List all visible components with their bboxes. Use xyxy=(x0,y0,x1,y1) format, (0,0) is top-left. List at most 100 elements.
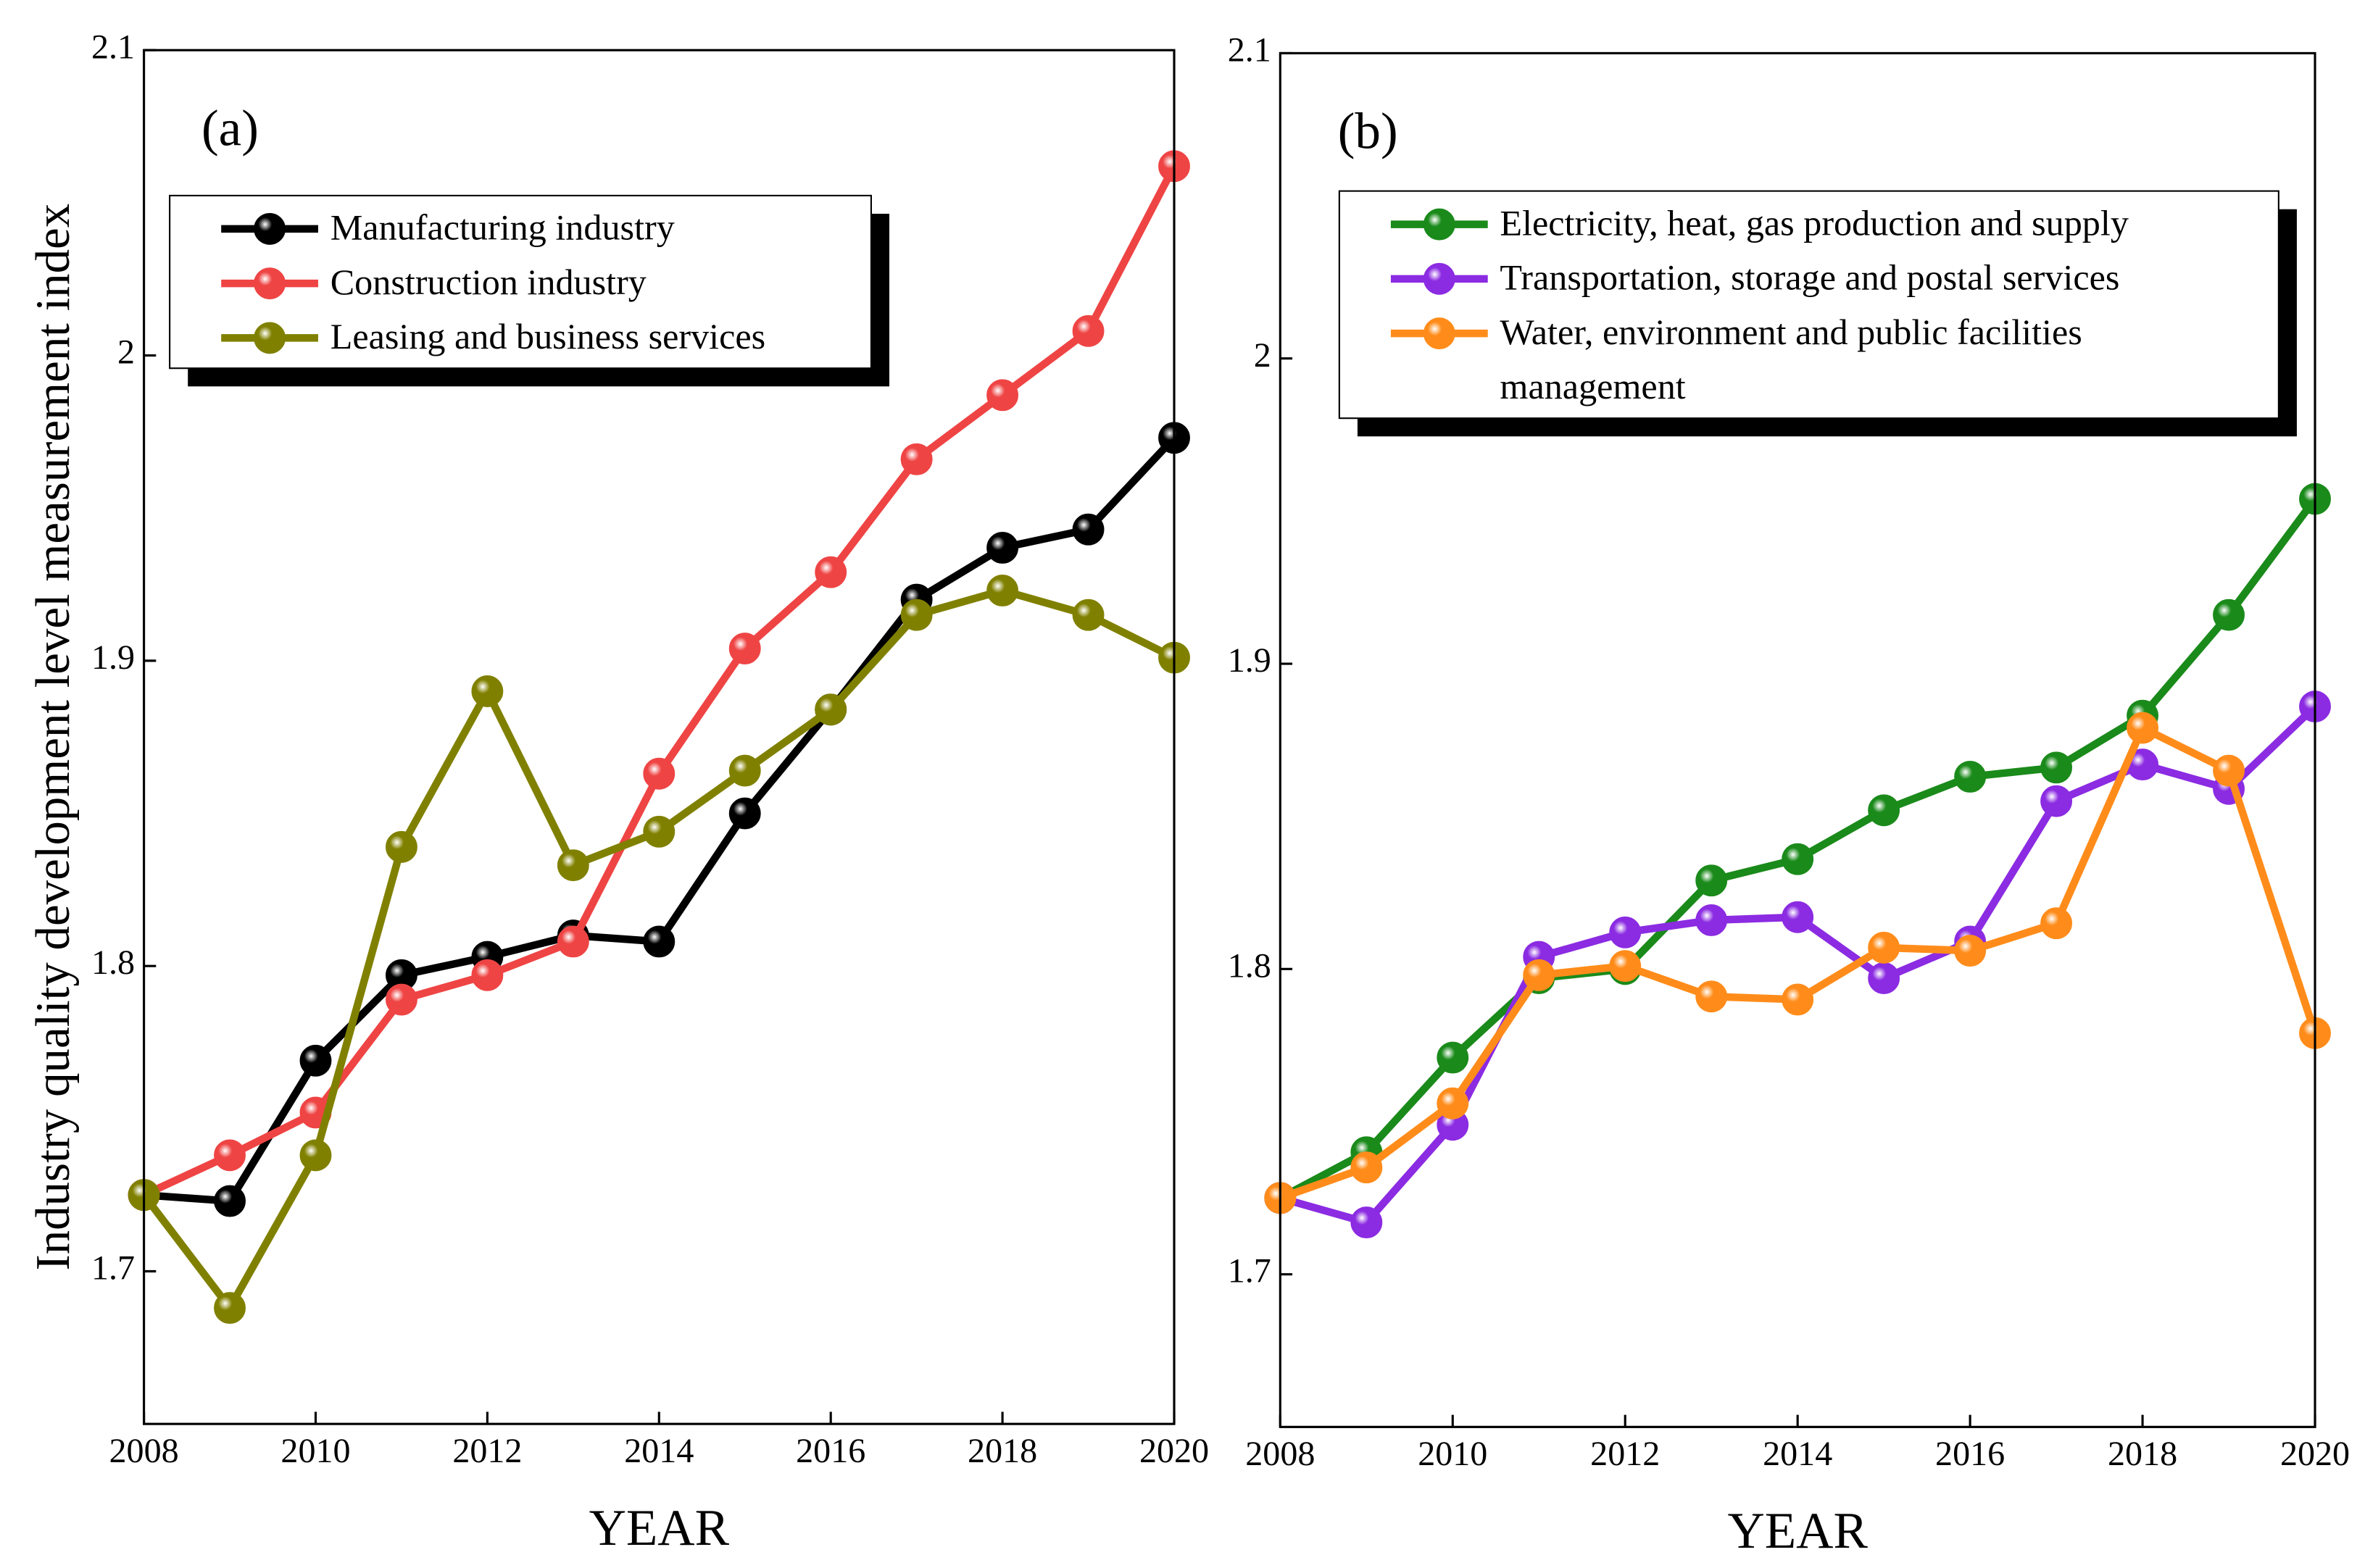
panel-label: (b) xyxy=(1338,104,1398,160)
y-tick-label: 2.1 xyxy=(1228,30,1271,69)
legend-label: Construction industry xyxy=(330,263,647,304)
series-line xyxy=(1279,704,2318,1227)
data-point xyxy=(557,849,589,882)
data-point xyxy=(1695,980,1728,1013)
data-point xyxy=(1868,931,1900,964)
data-point xyxy=(2213,599,2245,631)
x-axis-title: YEAR xyxy=(1727,1503,1868,1559)
legend-label: Leasing and business services xyxy=(330,318,766,358)
data-point xyxy=(1868,962,1900,994)
data-point xyxy=(214,1185,246,1217)
data-point xyxy=(471,675,504,707)
data-point xyxy=(299,1044,332,1077)
y-tick-label: 1.9 xyxy=(91,638,135,677)
data-point xyxy=(1523,959,1555,991)
x-tick-label: 2020 xyxy=(2280,1435,2350,1473)
legend-label: Electricity, heat, gas production and su… xyxy=(1500,204,2129,244)
x-tick-label: 2010 xyxy=(280,1432,350,1470)
legend-marker xyxy=(1423,262,1455,295)
data-point xyxy=(1782,843,1814,875)
legend-entry: Manufacturing industry xyxy=(330,209,675,249)
data-point xyxy=(1072,513,1105,546)
data-point xyxy=(1954,935,1987,967)
data-point xyxy=(728,754,761,787)
x-tick-label: 2012 xyxy=(452,1432,522,1470)
x-tick-label: 2010 xyxy=(1418,1435,1487,1473)
x-tick-label: 2014 xyxy=(1763,1435,1832,1473)
data-point xyxy=(728,633,761,664)
x-tick-label: 2008 xyxy=(109,1432,179,1470)
y-tick-label: 1.9 xyxy=(1228,641,1271,680)
x-tick-label: 2020 xyxy=(1139,1432,1209,1470)
legend-entry: Transportation, storage and postal servi… xyxy=(1500,259,2120,299)
legend-marker xyxy=(1423,208,1455,241)
legend-marker xyxy=(254,322,286,354)
data-point xyxy=(2040,751,2073,784)
x-tick-label: 2018 xyxy=(968,1432,1037,1470)
data-point xyxy=(1437,1041,1469,1074)
legend-label: Transportation, storage and postal servi… xyxy=(1500,259,2120,299)
data-point xyxy=(986,379,1019,412)
data-point xyxy=(557,925,589,958)
data-point xyxy=(815,556,847,588)
x-tick-label: 2014 xyxy=(624,1432,694,1470)
data-point xyxy=(900,443,933,475)
legend-entry: Leasing and business services xyxy=(330,318,766,358)
legend-box xyxy=(1338,190,2279,420)
data-point xyxy=(728,797,761,830)
legend-entry: Construction industry xyxy=(330,263,647,304)
y-tick-label: 1.7 xyxy=(1228,1252,1271,1290)
data-point xyxy=(1072,314,1105,347)
x-tick-label: 2008 xyxy=(1245,1435,1315,1473)
data-point xyxy=(1954,760,1987,793)
data-point xyxy=(1609,916,1642,948)
data-point xyxy=(900,599,933,631)
data-point xyxy=(1609,950,1642,983)
data-point xyxy=(1072,599,1105,631)
legend-entry: Electricity, heat, gas production and su… xyxy=(1500,204,2129,244)
data-point xyxy=(643,757,676,790)
data-point xyxy=(986,575,1019,606)
y-tick-label: 1.8 xyxy=(91,943,135,982)
legend-entry: Water, environment and public facilities… xyxy=(1500,313,2082,408)
x-tick-label: 2018 xyxy=(2108,1435,2177,1473)
data-point xyxy=(1695,864,1728,897)
data-point xyxy=(815,693,847,726)
y-tick-label: 1.8 xyxy=(1228,946,1271,985)
y-tick-label: 1.7 xyxy=(91,1249,135,1288)
data-point xyxy=(1695,904,1728,936)
data-point xyxy=(986,532,1019,564)
data-point xyxy=(1782,983,1814,1016)
x-tick-label: 2012 xyxy=(1590,1435,1660,1473)
data-point xyxy=(2040,907,2073,940)
y-tick-label: 2 xyxy=(117,333,135,372)
data-point xyxy=(1437,1087,1469,1119)
legend-marker xyxy=(254,267,286,300)
x-axis-title: YEAR xyxy=(589,1500,730,1556)
data-point xyxy=(1782,901,1814,933)
data-point xyxy=(643,925,676,958)
legend-label: Manufacturing industry xyxy=(330,209,675,249)
y-tick-label: 2 xyxy=(1254,336,1271,375)
data-point xyxy=(385,983,417,1016)
data-point xyxy=(214,1139,246,1172)
y-tick-label: 2.1 xyxy=(91,28,135,66)
data-point xyxy=(2127,712,2159,744)
data-point xyxy=(1350,1206,1383,1239)
x-tick-label: 2016 xyxy=(796,1432,865,1470)
data-point xyxy=(299,1139,332,1172)
data-point xyxy=(385,830,417,863)
legend-label: Water, environment and public facilities… xyxy=(1500,313,2082,408)
plot-frame xyxy=(143,49,1176,1425)
legend-marker xyxy=(254,212,286,245)
panel-label: (a) xyxy=(201,101,259,157)
data-point xyxy=(1868,794,1900,827)
data-point xyxy=(214,1292,246,1325)
plot-frame xyxy=(1279,51,2316,1428)
data-point xyxy=(2040,785,2073,817)
data-point xyxy=(471,959,504,991)
series-line xyxy=(1279,722,2319,1202)
data-point xyxy=(2213,754,2245,787)
y-axis-title: Industry quality development level measu… xyxy=(26,204,80,1271)
